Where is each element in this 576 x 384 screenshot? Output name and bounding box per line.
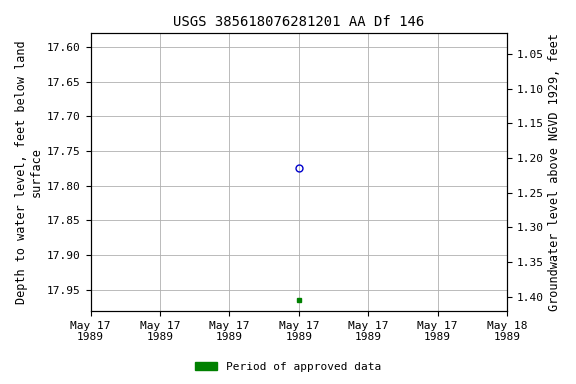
Y-axis label: Groundwater level above NGVD 1929, feet: Groundwater level above NGVD 1929, feet (548, 33, 561, 311)
Y-axis label: Depth to water level, feet below land
surface: Depth to water level, feet below land su… (15, 40, 43, 304)
Title: USGS 385618076281201 AA Df 146: USGS 385618076281201 AA Df 146 (173, 15, 425, 29)
Legend: Period of approved data: Period of approved data (191, 358, 385, 377)
